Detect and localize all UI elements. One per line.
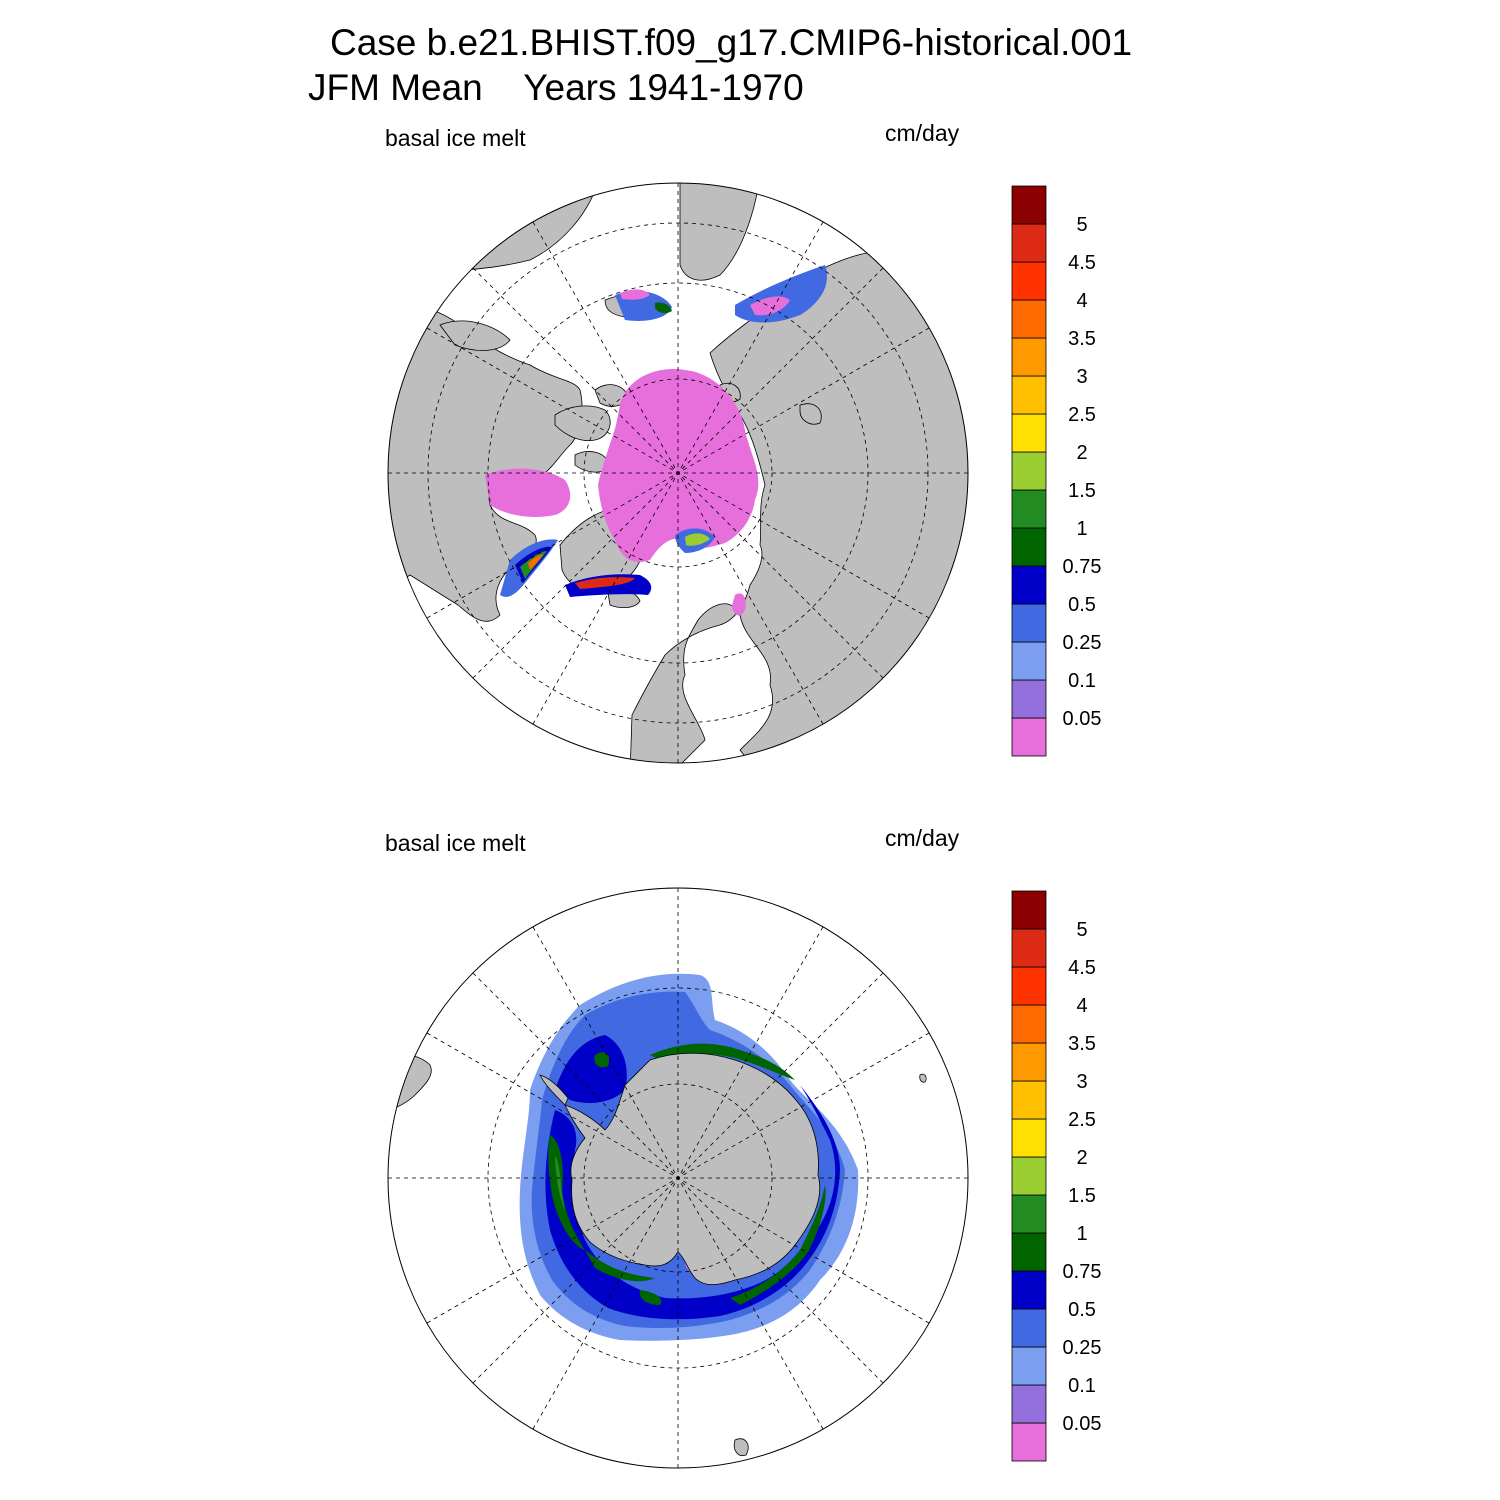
colorbar-swatch <box>1011 413 1047 453</box>
colorbar-tick-label: 0.25 <box>1063 632 1102 654</box>
colorbar-tick-label: 4.5 <box>1068 252 1096 274</box>
north-units-label: cm/day <box>885 120 960 146</box>
colorbar-swatch <box>1011 1118 1047 1158</box>
south-polar-map <box>387 887 969 1469</box>
colorbar-swatch <box>1011 679 1047 719</box>
colorbar-tick-label: 0.1 <box>1068 1375 1096 1397</box>
colorbar-tick-label: 2 <box>1076 442 1087 464</box>
colorbar-tick-label: 0.75 <box>1063 556 1102 578</box>
south-graticule <box>388 888 968 1468</box>
colorbar-swatch <box>1011 337 1047 377</box>
colorbar-tick-label: 5 <box>1076 919 1087 941</box>
colorbar-tick-label: 4 <box>1076 290 1087 312</box>
colorbar-tick-label: 0.5 <box>1068 1299 1096 1321</box>
colorbar-tick-label: 1.5 <box>1068 480 1096 502</box>
colorbar-swatch <box>1011 489 1047 529</box>
colorbar-swatch <box>1011 1080 1047 1120</box>
colorbar-swatch <box>1011 1384 1047 1424</box>
colorbar-swatch <box>1011 717 1047 757</box>
south-variable-label: basal ice melt <box>385 830 526 856</box>
colorbar-swatch <box>1011 1346 1047 1386</box>
colorbar-swatch <box>1011 966 1047 1006</box>
colorbar-swatch <box>1011 1232 1047 1272</box>
colorbar-swatch <box>1011 1422 1047 1462</box>
colorbar-swatch <box>1011 185 1047 225</box>
colorbar-tick-label: 4.5 <box>1068 957 1096 979</box>
colorbar-swatch <box>1011 1156 1047 1196</box>
colorbar-swatch <box>1011 1042 1047 1082</box>
south-units-label: cm/day <box>885 825 960 851</box>
colorbar-swatch <box>1011 565 1047 605</box>
colorbar-swatch <box>1011 928 1047 968</box>
north-polar-map <box>387 182 969 764</box>
colorbar-tick-label: 1 <box>1076 1223 1087 1245</box>
colorbar-tick-label: 3.5 <box>1068 1033 1096 1055</box>
colorbar-swatch <box>1011 375 1047 415</box>
colorbar-swatch <box>1011 1308 1047 1348</box>
colorbar-tick-label: 0.05 <box>1063 1413 1102 1435</box>
colorbar-swatch <box>1011 603 1047 643</box>
colorbar-tick-label: 0.75 <box>1063 1261 1102 1283</box>
colorbar-tick-label: 5 <box>1076 214 1087 236</box>
colorbar-tick-label: 2.5 <box>1068 1109 1096 1131</box>
colorbar-tick-label: 4 <box>1076 995 1087 1017</box>
colorbar-tick-label: 0.25 <box>1063 1337 1102 1359</box>
colorbar-swatch <box>1011 299 1047 339</box>
colorbar-tick-label: 3 <box>1076 366 1087 388</box>
colorbar-swatch <box>1011 1004 1047 1044</box>
colorbar-tick-label: 1 <box>1076 518 1087 540</box>
colorbar-tick-label: 0.1 <box>1068 670 1096 692</box>
figure-title-period: JFM Mean Years 1941-1970 <box>308 67 804 108</box>
colorbar-swatch <box>1011 1194 1047 1234</box>
colorbar-tick-label: 2 <box>1076 1147 1087 1169</box>
colorbar-tick-label: 3.5 <box>1068 328 1096 350</box>
colorbar-swatch <box>1011 527 1047 567</box>
colorbar-tick-label: 0.05 <box>1063 708 1102 730</box>
north-variable-label: basal ice melt <box>385 125 526 151</box>
south-colorbar: 0.05 0.1 0.25 0.5 0.75 1 1.5 2 2.5 3 3.5 4 4.5 5 <box>1011 890 1102 1462</box>
colorbar-swatch <box>1011 641 1047 681</box>
colorbar-tick-label: 2.5 <box>1068 404 1096 426</box>
colorbar-tick-label: 0.5 <box>1068 594 1096 616</box>
colorbar-swatch <box>1011 261 1047 301</box>
colorbar-swatch <box>1011 890 1047 930</box>
north-graticule <box>388 183 968 763</box>
colorbar-swatch <box>1011 223 1047 263</box>
colorbar-swatch <box>1011 451 1047 491</box>
north-colorbar: 0.05 0.1 0.25 0.5 0.75 1 1.5 2 2.5 3 3.5 4 4.5 5 <box>1011 185 1102 757</box>
colorbar-tick-label: 1.5 <box>1068 1185 1096 1207</box>
figure-title-case: Case b.e21.BHIST.f09_g17.CMIP6-historica… <box>330 22 1133 63</box>
colorbar-swatch <box>1011 1270 1047 1310</box>
colorbar-tick-label: 3 <box>1076 1071 1087 1093</box>
